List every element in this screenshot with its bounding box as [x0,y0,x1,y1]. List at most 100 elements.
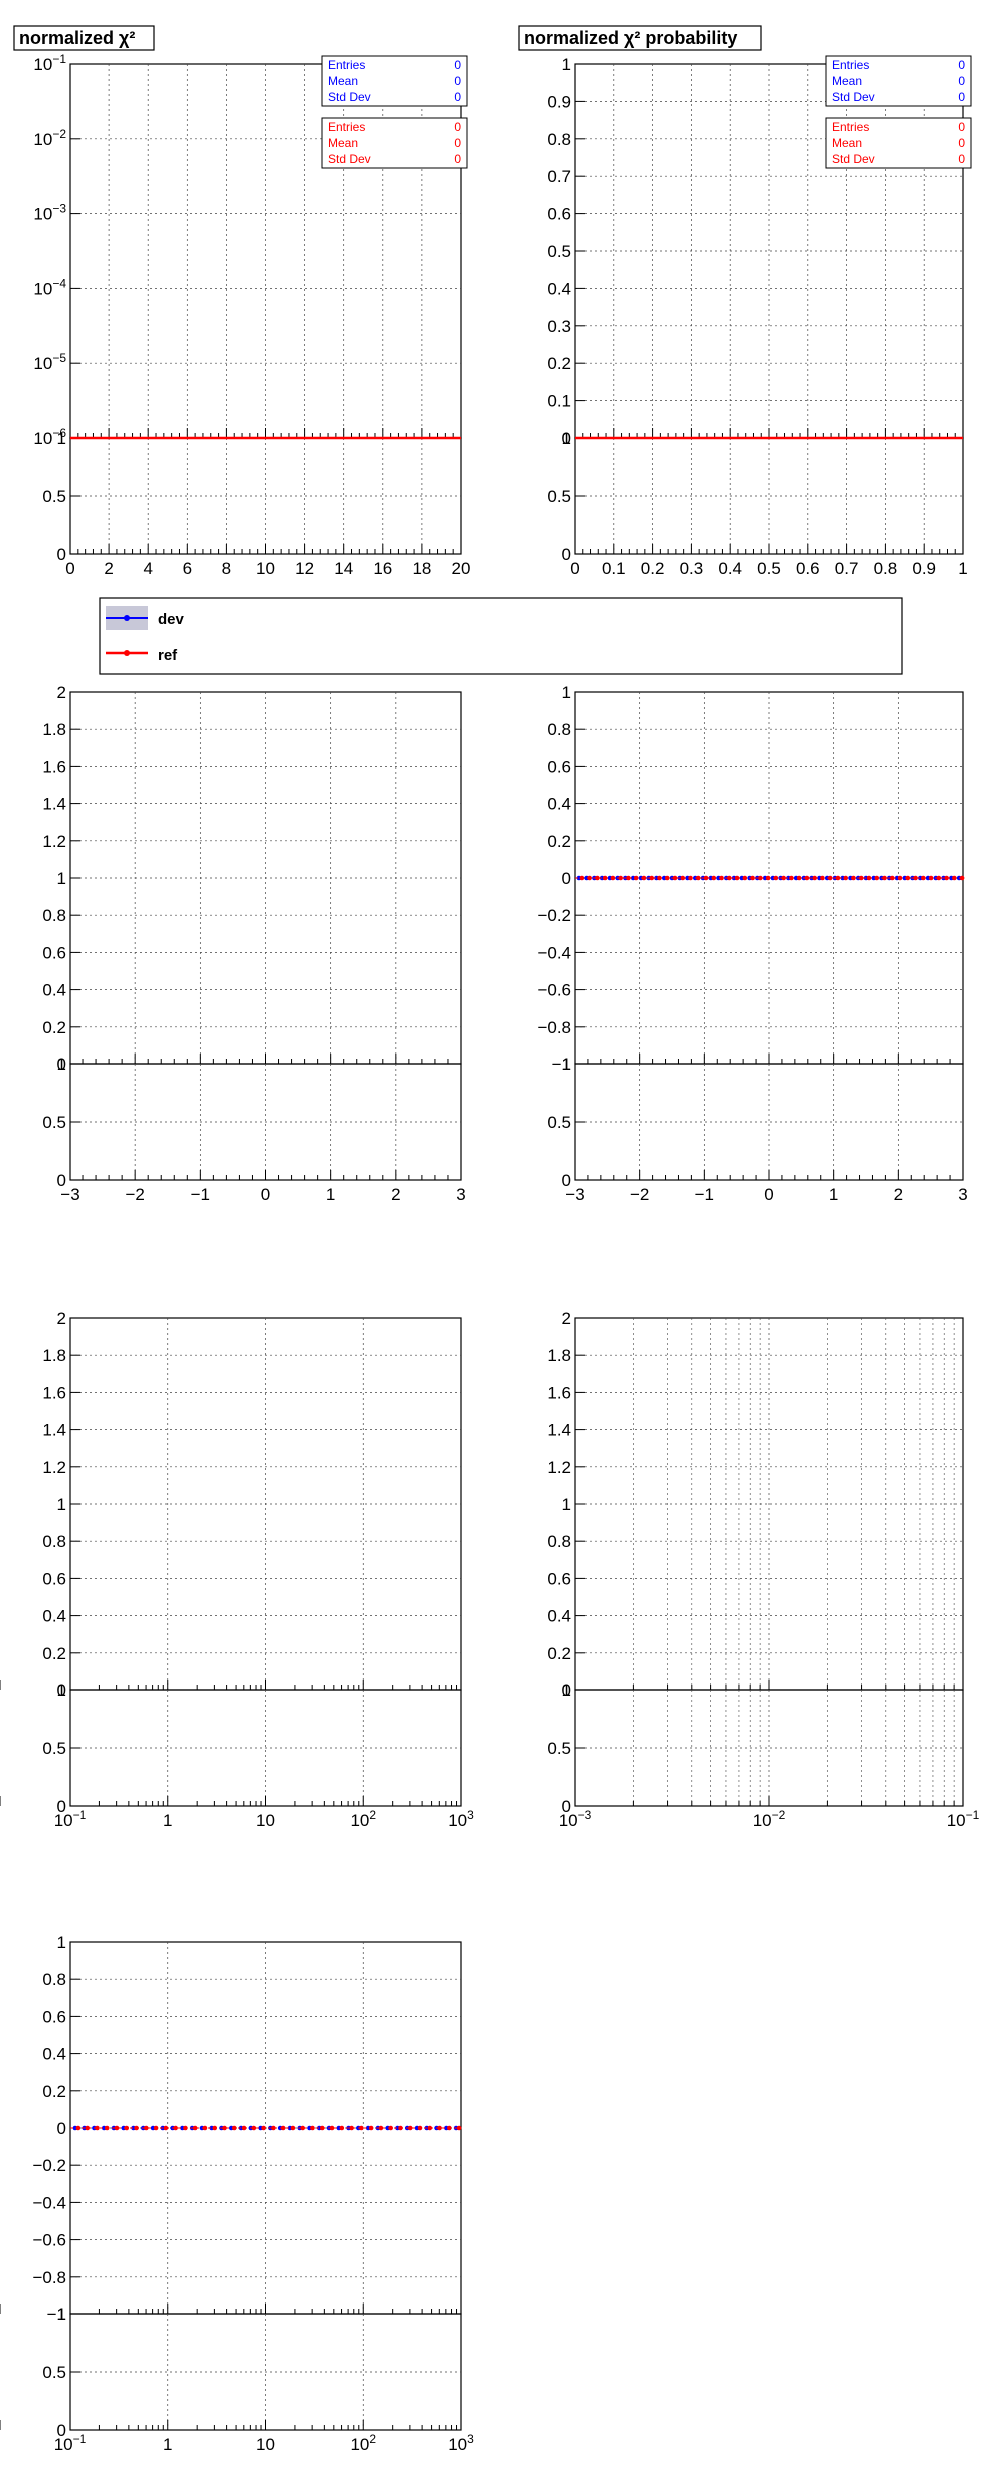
series-ref-point [626,875,631,881]
series-ref-point [456,2125,462,2131]
series-ref-point [212,2125,218,2131]
ratio-y-tick-label: 0.5 [42,2363,66,2382]
ratio-y-tick-label: 0 [57,545,66,564]
stats-box-ref [321,117,468,169]
x-tick-label: 10−1 [54,2432,87,2454]
y-tick-label: 0 [57,2119,66,2138]
series-ref-point [742,875,748,881]
y-tick-label: 0.2 [42,1018,66,1037]
series-ref-point [773,875,779,881]
stats-label: Mean [328,74,358,88]
y-tick-label: 10−1 [33,52,66,74]
y-tick-label: 0.6 [547,757,571,776]
y-tick-label: 1 [57,869,66,888]
series-ref-point [192,2125,198,2131]
y-tick-label: 10−6 [33,426,66,448]
x-tick-label: −2 [630,1185,649,1204]
x-tick-label: 0.6 [796,559,820,578]
y-tick-label: 0.4 [547,1607,571,1626]
stats-value: 0 [454,152,461,166]
series-ref-point [664,875,670,881]
stats-value: 0 [958,74,965,88]
series-ref-point [437,2125,442,2131]
x-tick-label: −1 [695,1185,714,1204]
x-tick-label: 1 [958,559,967,578]
series-ref-point [104,2125,110,2131]
ratio-y-tick-label: 1 [562,1681,571,1700]
series-ref-point [579,875,585,881]
series-ref-point [928,875,934,881]
series-ref-point [222,2125,227,2131]
stats-value: 0 [958,58,965,72]
stats-label: Std Dev [832,152,875,166]
series-ref-point [889,875,895,881]
series-ref-point [695,875,701,881]
x-tick-label: 10 [256,2435,275,2454]
stats-label: Entries [328,120,365,134]
ratio-y-tick-label: 1 [562,429,571,448]
x-tick-label: 16 [373,559,392,578]
series-ref-point [202,2125,208,2131]
series-ref-point [251,2125,257,2131]
x-tick-label: 10−3 [559,1808,592,1830]
panel-p4: 1 0.8 0.6 0.4 0.2 0 −0.2 −0.4 −0.6 −0.8 −1 0 0.5 1 −3 −… [537,683,967,1204]
y-tick-label: 2 [57,1309,66,1328]
series-ref-point [183,2125,188,2131]
title-box [13,25,155,51]
ratio-y-tick-label: 0 [562,1797,571,1816]
series-ref-point [781,875,786,881]
ratio-y-tick-label: 1 [57,1681,66,1700]
x-tick-label: 0.9 [912,559,936,578]
x-tick-label: 102 [350,2432,376,2454]
y-tick-label: 0.8 [42,1970,66,1989]
x-tick-label: 103 [448,2432,474,2454]
series-ref-point [134,2125,139,2131]
x-tick-label: 10 [256,559,275,578]
series-ref-point [921,875,926,881]
legend-box [99,597,903,675]
series-ref-point [398,2125,403,2131]
series-ref-point [153,2125,159,2131]
series-ref-point [300,2125,306,2131]
x-tick-label: 102 [350,1808,376,1830]
stats-label: Mean [832,136,862,150]
x-tick-label: 10−1 [54,1808,87,1830]
y-tick-label: 1 [562,55,571,74]
y-tick-label: 0.6 [42,2007,66,2026]
y-tick-label: 0.2 [547,832,571,851]
x-tick-label: 4 [143,559,152,578]
series-ref-point [417,2125,423,2131]
series-ref-point [368,2125,374,2131]
series-ref-point [319,2125,325,2131]
y-tick-label: 0.6 [42,943,66,962]
stats-box-ref [825,117,972,169]
x-tick-label: −3 [565,1185,584,1204]
panel-p6: 2 1.8 1.6 1.4 1.2 1 0.8 0.6 0.4 0.2 0 0 0.5 1 10−3 10−2… [0,1309,980,1830]
stats-value: 0 [958,90,965,104]
stats-value: 0 [454,136,461,150]
y-tick-label: 0 [562,1681,571,1700]
ratio-y-tick-label: 0.5 [547,1739,571,1758]
x-tick-label: 0.7 [835,559,859,578]
ratio-y-tick-label: 0.5 [547,1113,571,1132]
y-tick-label: 1.6 [42,757,66,776]
stats-value: 0 [958,120,965,134]
y-tick-label: 1 [562,1495,571,1514]
y-tick-label: 0.8 [42,1532,66,1551]
y-tick-label: 0.2 [547,354,571,373]
ratio-y-tick-label: 0 [57,1797,66,1816]
title-box [518,25,762,51]
ratio-frame [574,1063,964,1181]
y-tick-label: −0.8 [537,1018,571,1037]
y-tick-label: −0.4 [537,943,571,962]
y-tick-label: 1.2 [42,1458,66,1477]
x-tick-label: 3 [456,1185,465,1204]
series-ref-point [602,875,608,881]
ratio-y-tick-label: 0.5 [42,487,66,506]
y-tick-label: 1.4 [42,795,66,814]
y-tick-label: 0.2 [42,1644,66,1663]
ratio-frame [574,437,964,555]
y-tick-label: 1.8 [42,1346,66,1365]
x-tick-label: 0 [764,1185,773,1204]
x-tick-label: 0.4 [718,559,742,578]
